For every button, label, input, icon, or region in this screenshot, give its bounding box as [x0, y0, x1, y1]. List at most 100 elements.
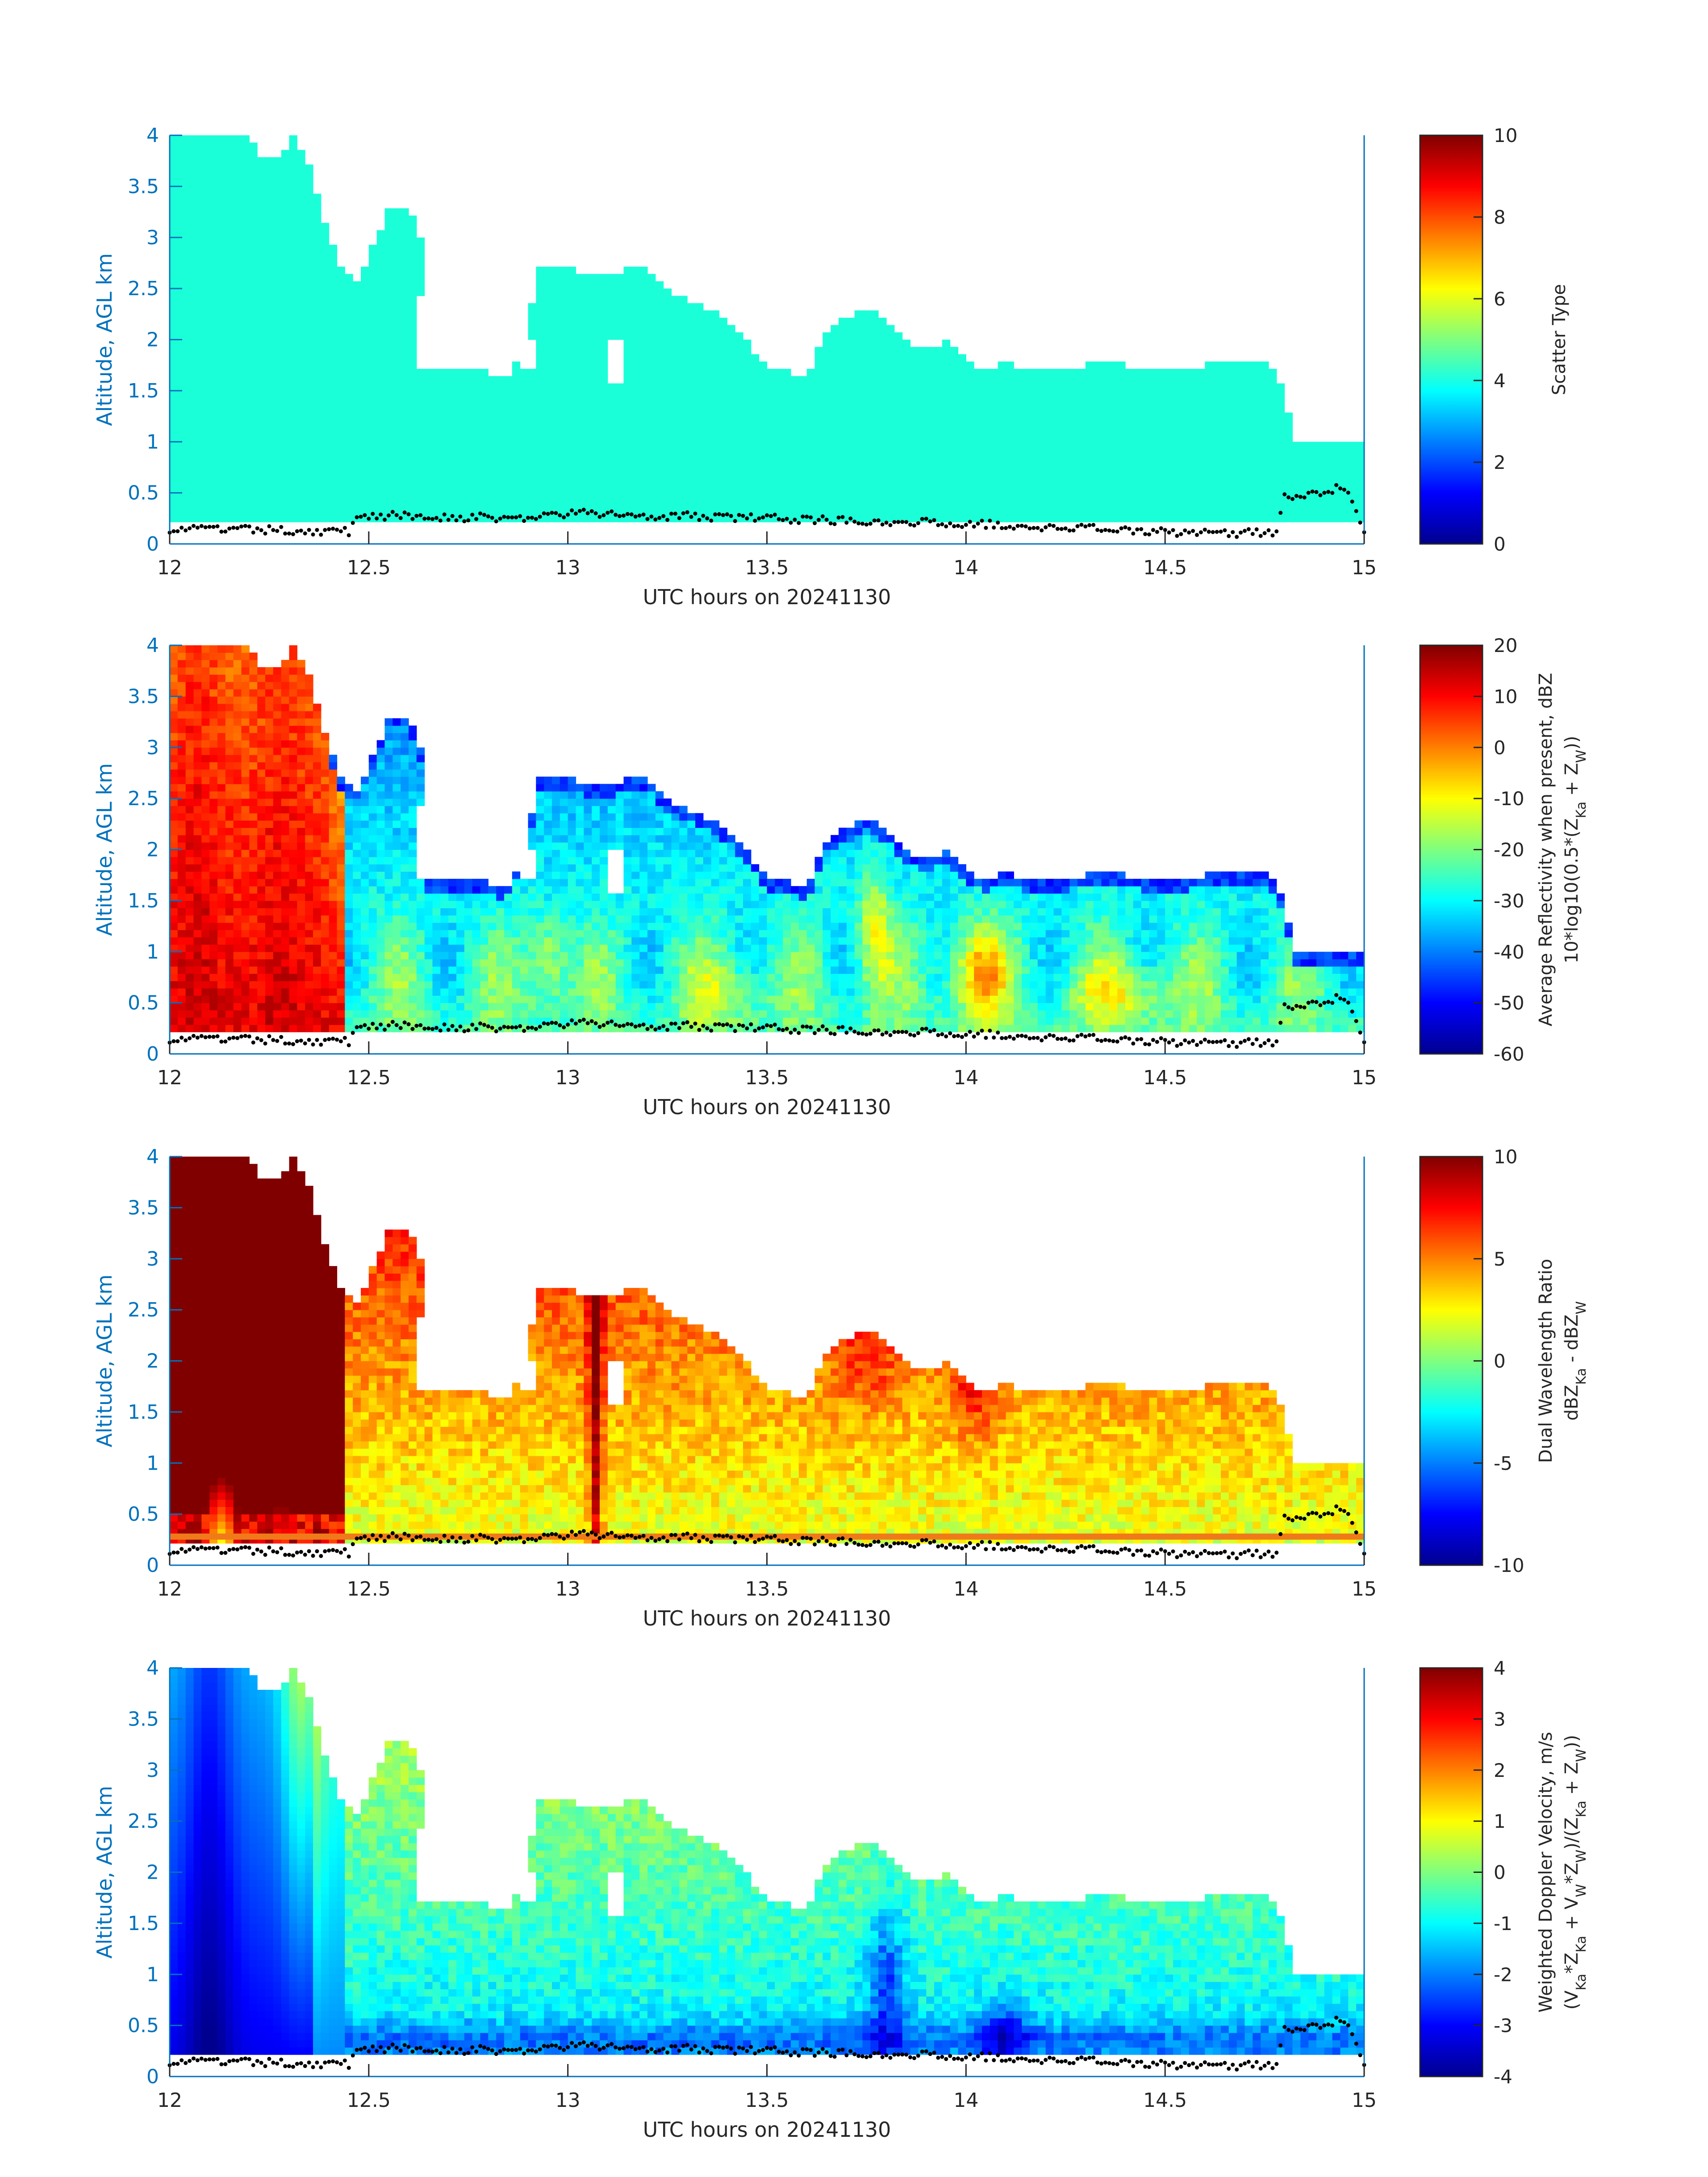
surface-dot [1095, 2060, 1100, 2065]
surface-dot [406, 1534, 411, 1538]
surface-dot [1318, 1514, 1323, 1519]
surface-dot [944, 524, 948, 529]
colorbar-tick-label: -20 [1494, 839, 1524, 861]
surface-dot [622, 1535, 626, 1539]
surface-dot [717, 2044, 721, 2049]
surface-dot [1310, 2022, 1315, 2027]
surface-dot [988, 1028, 992, 1033]
surface-dot [402, 2043, 407, 2047]
surface-dot [375, 516, 379, 521]
surface-dot [1103, 1038, 1107, 1042]
surface-dot [231, 1547, 236, 1551]
surface-dot [498, 1026, 502, 1031]
surface-dot [876, 1028, 881, 1032]
surface-dot [1095, 1549, 1100, 1554]
surface-dot [1342, 2020, 1346, 2025]
surface-dot [988, 2051, 992, 2056]
heatmap-cells [170, 135, 1365, 522]
surface-dot [968, 2052, 972, 2056]
surface-dot [542, 1533, 546, 1537]
surface-dot [904, 1541, 909, 1546]
surface-dot [494, 1540, 498, 1545]
surface-dot [1067, 1550, 1072, 1554]
surface-dot [359, 2047, 363, 2052]
surface-dot [474, 1538, 479, 1542]
surface-dot [307, 2060, 311, 2065]
surface-dot [359, 1024, 363, 1029]
surface-dot [1087, 523, 1092, 527]
surface-dot [1346, 2023, 1350, 2027]
surface-dot [940, 1032, 944, 1036]
surface-dot [506, 515, 510, 519]
surface-dot [1000, 1547, 1004, 1552]
surface-dot [1282, 2025, 1287, 2029]
surface-dot [1266, 2060, 1271, 2065]
surface-dot [972, 524, 976, 529]
surface-dot [1231, 530, 1235, 535]
surface-dot [327, 1548, 331, 1553]
surface-dot [418, 1534, 423, 1539]
surface-dot [446, 1028, 451, 1032]
surface-dot [1330, 491, 1335, 495]
surface-dot [589, 509, 594, 514]
surface-dot [394, 513, 399, 517]
surface-dot [988, 518, 992, 523]
surface-dot [984, 1036, 988, 1040]
surface-dot [215, 1546, 220, 1550]
surface-dot [1147, 2065, 1151, 2069]
surface-dot [785, 2049, 789, 2054]
surface-dot [1254, 527, 1259, 531]
colorbar-tick-label: 0 [1494, 1862, 1506, 1884]
surface-dot [398, 2048, 403, 2053]
surface-dot [741, 2046, 745, 2051]
surface-dot [677, 2048, 681, 2053]
surface-dot [1326, 490, 1331, 494]
surface-dot [1071, 1038, 1076, 1043]
surface-dot [462, 2052, 467, 2056]
surface-dot [884, 1542, 889, 1546]
surface-dot [470, 513, 475, 517]
surface-dot [375, 2049, 379, 2053]
surface-dot [1171, 2060, 1175, 2065]
surface-dot [570, 2041, 574, 2045]
surface-dot [458, 1024, 463, 1029]
colorbar-tick-label: -10 [1494, 788, 1524, 810]
surface-dot [1083, 1034, 1088, 1039]
surface-dot [243, 1545, 247, 1550]
surface-dot [968, 520, 972, 524]
surface-dot [450, 1535, 455, 1539]
surface-dot [781, 2051, 785, 2055]
surface-dot [765, 1023, 769, 1028]
surface-dot [558, 1534, 562, 1539]
surface-dot [474, 2049, 479, 2054]
surface-dot [251, 1552, 255, 1556]
surface-dot [371, 1533, 375, 1538]
surface-dot [773, 2045, 777, 2049]
surface-dot [355, 1025, 359, 1029]
surface-dot [892, 2052, 897, 2057]
surface-dot [203, 1035, 208, 1040]
surface-dot [1139, 1548, 1144, 1553]
surface-dot [585, 1532, 590, 1537]
surface-dot [872, 1540, 877, 1544]
surface-dot [789, 1542, 793, 1546]
surface-dot [371, 1022, 375, 1026]
surface-dot [263, 531, 267, 536]
surface-dot [1231, 2063, 1235, 2067]
surface-dot [697, 1539, 702, 1543]
surface-dot [347, 1554, 351, 1559]
surface-dot [355, 1536, 359, 1541]
surface-dot [1151, 1549, 1155, 1554]
surface-dot [618, 2047, 622, 2051]
surface-dot [1179, 1553, 1183, 1558]
surface-dot [1048, 2056, 1052, 2060]
surface-dot [184, 1038, 188, 1043]
surface-dot [597, 1024, 602, 1029]
surface-dot [386, 2046, 391, 2050]
surface-dot [1155, 1040, 1159, 1044]
surface-dot [940, 1543, 944, 1548]
surface-dot [438, 1540, 443, 1544]
colorbar-tick-label: -2 [1494, 1964, 1512, 1985]
surface-dot [199, 524, 204, 528]
surface-dot [872, 1028, 877, 1033]
